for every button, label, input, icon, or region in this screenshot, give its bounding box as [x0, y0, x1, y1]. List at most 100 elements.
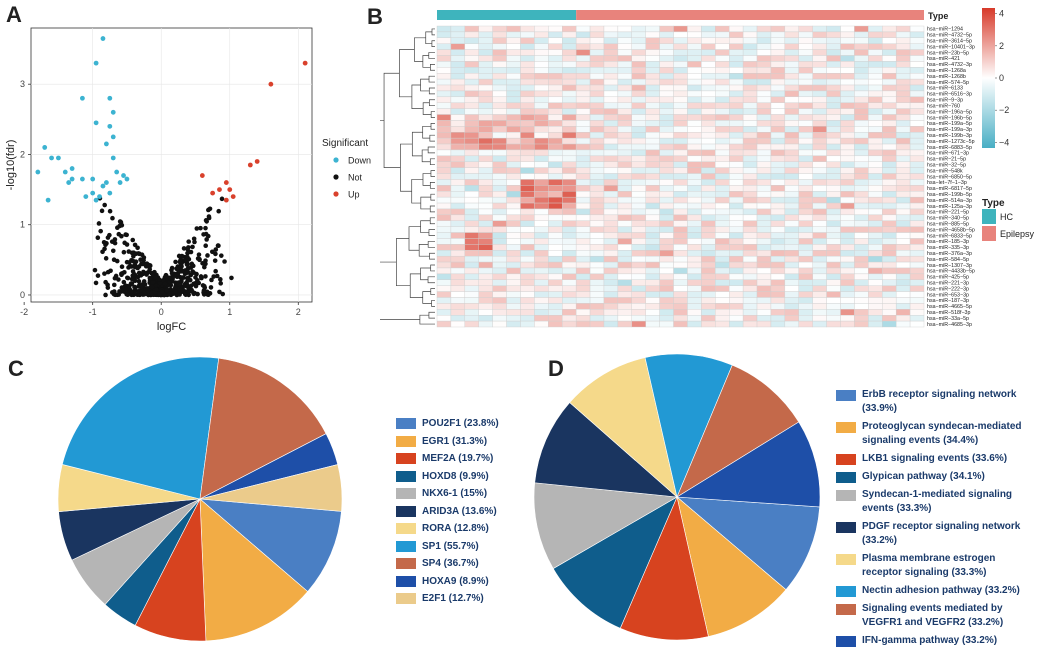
heatmap-cell: [895, 149, 911, 157]
dendrogram-branch: [419, 314, 435, 325]
heatmap-cell: [436, 25, 452, 33]
point-not: [198, 225, 203, 231]
heatmap-cell: [450, 226, 466, 233]
heatmap-cell: [687, 250, 702, 257]
point-not: [203, 231, 209, 237]
point-not: [183, 292, 189, 297]
heatmap-cell: [450, 179, 466, 186]
row-label: hsa−let−7f−1−3p: [927, 180, 967, 186]
heatmap-cell: [840, 291, 855, 298]
heatmap-cell: [534, 102, 549, 109]
heatmap-cell: [673, 37, 688, 44]
heatmap-cell: [798, 43, 813, 50]
legend-label: HOXA9 (8.9%): [422, 575, 489, 587]
heatmap-cell: [895, 84, 911, 92]
heatmap-cell: [729, 232, 744, 239]
heatmap-cell: [715, 238, 730, 245]
heatmap-cell: [575, 37, 591, 44]
heatmap-cell: [520, 285, 535, 292]
heatmap-cell: [784, 132, 799, 139]
heatmap-cell: [562, 238, 577, 245]
heatmap-cell: [631, 244, 646, 251]
heatmap-cell: [645, 250, 660, 257]
heatmap-cell: [812, 320, 827, 328]
heatmap-cell: [506, 96, 521, 103]
heatmap-cell: [645, 73, 660, 80]
heatmap-cell: [742, 25, 758, 33]
heatmap-cell: [798, 55, 813, 62]
heatmap-cell: [492, 90, 507, 98]
heatmap-cell: [756, 149, 772, 157]
heatmap-cell: [631, 279, 646, 286]
point-not: [107, 232, 112, 238]
heatmap-cell: [520, 120, 535, 127]
heatmap-cell: [548, 31, 563, 39]
row-label: hsa−miR−421: [927, 56, 960, 62]
heatmap-cell: [575, 120, 591, 127]
heatmap-cell: [534, 244, 549, 251]
legend-dot-up: [333, 191, 339, 197]
point-down: [107, 123, 113, 129]
heatmap-cell: [589, 84, 605, 92]
heatmap-cell: [715, 120, 730, 127]
heatmap-cell: [784, 214, 799, 221]
dendrogram-branch: [430, 64, 435, 71]
heatmap-cell: [492, 167, 507, 174]
heatmap-cell: [631, 96, 646, 103]
heatmap-cell: [687, 267, 702, 275]
heatmap-cell: [603, 173, 619, 180]
heatmap-cell: [715, 191, 730, 198]
heatmap-cell: [742, 108, 758, 115]
heatmap-cell: [909, 250, 925, 257]
heatmap-cell: [826, 273, 841, 280]
heatmap-cell: [673, 31, 688, 39]
heatmap-cell: [575, 173, 591, 180]
heatmap-cell: [464, 179, 479, 186]
heatmap-cell: [464, 191, 479, 198]
heatmap-cell: [729, 167, 744, 174]
heatmap-cell: [450, 96, 466, 103]
heatmap-cell: [631, 297, 646, 304]
heatmap-cell: [645, 238, 660, 245]
heatmap-cell: [645, 320, 660, 328]
heatmap-cell: [826, 161, 841, 168]
heatmap-cell: [812, 37, 827, 44]
heatmap-cell: [436, 214, 452, 221]
row-label: hsa−miR−760: [927, 103, 960, 109]
heatmap-cell: [687, 143, 702, 151]
heatmap-cell: [450, 303, 466, 310]
heatmap-cell: [798, 179, 813, 186]
heatmap-cell: [520, 114, 535, 121]
heatmap-cell: [701, 67, 716, 74]
heatmap-cell: [464, 120, 479, 127]
heatmap-cell: [436, 167, 452, 174]
heatmap-cell: [464, 250, 479, 257]
heatmap-cell: [812, 61, 827, 68]
heatmap-cell: [909, 37, 925, 44]
heatmap-cell: [673, 78, 688, 86]
heatmap-cell: [520, 102, 535, 109]
heatmap-cell: [645, 84, 660, 92]
heatmap-cell: [909, 167, 925, 174]
heatmap-cell: [756, 78, 772, 86]
point-not: [103, 292, 108, 298]
point-not: [214, 273, 220, 279]
point-not: [203, 258, 208, 263]
heatmap-cell: [687, 120, 702, 127]
heatmap-cell: [436, 31, 452, 39]
heatmap-cell: [617, 96, 632, 103]
heatmap-cell: [645, 309, 660, 316]
heatmap-cell: [659, 202, 674, 210]
heatmap-cell: [701, 90, 716, 98]
heatmap-cell: [548, 309, 563, 316]
heatmap-cell: [840, 196, 855, 204]
heatmap-cell: [659, 84, 674, 92]
heatmap-cell: [868, 120, 883, 127]
heatmap-cell: [868, 303, 883, 310]
heatmap-cell: [840, 179, 855, 186]
heatmap-cell: [436, 191, 452, 198]
heatmap-cell: [562, 226, 577, 233]
heatmap-cell: [645, 120, 660, 127]
heatmap-cell: [575, 314, 591, 322]
